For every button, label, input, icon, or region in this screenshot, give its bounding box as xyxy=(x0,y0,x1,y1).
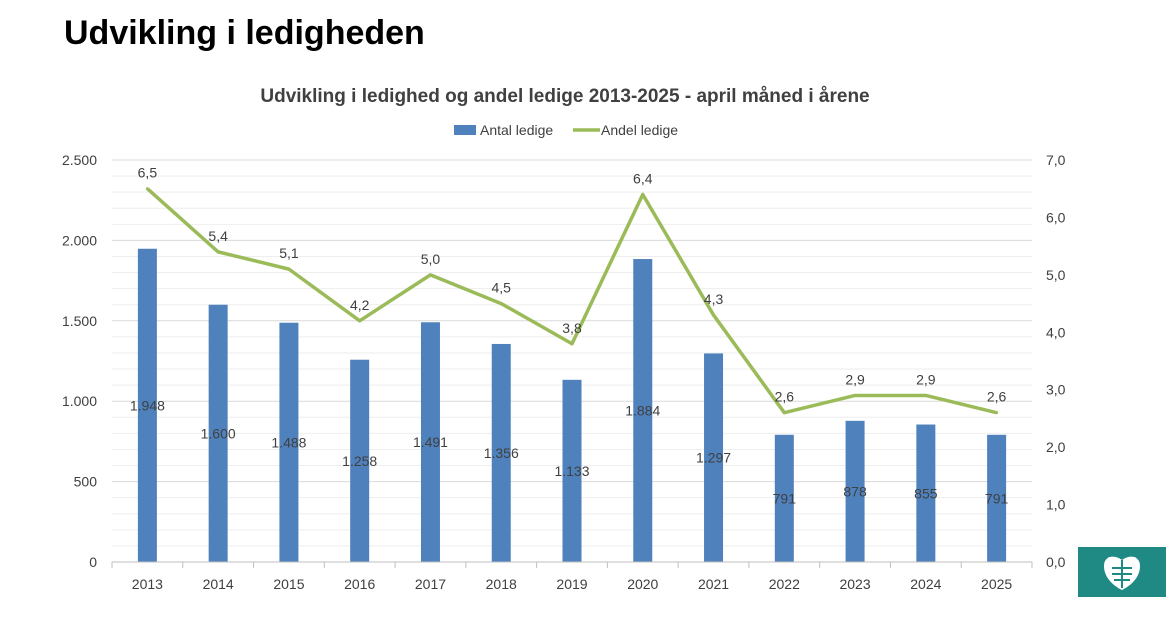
y-left-tick-label: 1.500 xyxy=(62,313,97,329)
line-data-labels: 6,5 5,4 5,1 4,2 5,0 4,5 3,8 6,4 4,3 2,6 2,9 2,9 2,6 xyxy=(138,165,1007,405)
legend: Antal ledige Andel ledige xyxy=(454,122,678,138)
x-tick-label-2014: 2014 xyxy=(203,576,234,592)
legend-label-antal-ledige: Antal ledige xyxy=(480,122,553,138)
y-right-tick-label: 4,0 xyxy=(1046,324,1066,340)
line-label-2017: 5,0 xyxy=(421,251,441,267)
x-tick-label-2019: 2019 xyxy=(556,576,587,592)
line-label-2021: 4,3 xyxy=(704,291,724,307)
bar-label-2013: 1.948 xyxy=(130,397,165,413)
line-label-2023: 2,9 xyxy=(845,371,865,387)
line-point-2021 xyxy=(712,313,716,317)
x-tick-label-2021: 2021 xyxy=(698,576,729,592)
line-point-2023 xyxy=(853,393,857,397)
y-left-tick-label: 2.500 xyxy=(62,152,97,168)
x-tick-label-2017: 2017 xyxy=(415,576,446,592)
bar-label-2022: 791 xyxy=(773,490,797,506)
bar-label-2024: 855 xyxy=(914,485,938,501)
y-right-tick-label: 0,0 xyxy=(1046,554,1066,570)
line-label-2013: 6,5 xyxy=(138,165,158,181)
slide-title: Udvikling i ledigheden xyxy=(64,14,425,52)
line-point-2022 xyxy=(782,411,786,415)
bar-label-2025: 791 xyxy=(985,490,1009,506)
line-point-2017 xyxy=(428,273,432,277)
bar-label-2016: 1.258 xyxy=(342,453,377,469)
andel-ledige-line xyxy=(146,187,998,415)
bar-label-2017: 1.491 xyxy=(413,434,448,450)
y-right-tick-label: 3,0 xyxy=(1046,382,1066,398)
bar-label-2021: 1.297 xyxy=(696,450,731,466)
logo-badge xyxy=(1078,547,1166,597)
y-right-tick-label: 7,0 xyxy=(1046,152,1066,168)
y-left-tick-label: 0 xyxy=(89,554,97,570)
bar-label-2019: 1.133 xyxy=(554,463,589,479)
x-tick-label-2015: 2015 xyxy=(273,576,304,592)
bar-2024 xyxy=(916,424,936,562)
bar-series xyxy=(137,248,1007,562)
y-right-tick-label: 6,0 xyxy=(1046,209,1066,225)
line-point-2019 xyxy=(570,342,574,346)
line-point-2020 xyxy=(641,192,645,196)
y-right-tick-label: 1,0 xyxy=(1046,497,1066,513)
line-label-2020: 6,4 xyxy=(633,170,653,186)
x-tick-label-2018: 2018 xyxy=(486,576,517,592)
y-right-tick-label: 2,0 xyxy=(1046,439,1066,455)
x-tick-label-2024: 2024 xyxy=(910,576,941,592)
bar-label-2020: 1.884 xyxy=(625,403,660,419)
bar-data-labels: 1.948 1.600 1.488 1.258 1.491 1.356 1.133 1.884… xyxy=(130,397,1009,506)
legend-swatch-antal-ledige xyxy=(454,125,476,135)
line-point-2016 xyxy=(358,319,362,323)
line-label-2014: 5,4 xyxy=(208,228,228,244)
bar-2013 xyxy=(137,248,157,562)
line-label-2019: 3,8 xyxy=(562,320,582,336)
bar-2022 xyxy=(774,434,794,562)
bar-2020 xyxy=(633,259,653,562)
line-point-2025 xyxy=(995,411,999,415)
line-point-2024 xyxy=(924,393,928,397)
legend-label-andel-ledige: Andel ledige xyxy=(601,122,678,138)
line-label-2015: 5,1 xyxy=(279,245,299,261)
line-point-2013 xyxy=(145,187,149,191)
x-tick-label-2016: 2016 xyxy=(344,576,375,592)
bar-2023 xyxy=(845,420,865,562)
municipal-crest-icon xyxy=(1104,556,1140,590)
y-right-tick-label: 5,0 xyxy=(1046,267,1066,283)
y-left-tick-label: 2.000 xyxy=(62,232,97,248)
bar-label-2014: 1.600 xyxy=(201,425,236,441)
line-series xyxy=(145,187,999,415)
bar-2018 xyxy=(491,343,511,562)
x-tick-label-2020: 2020 xyxy=(627,576,658,592)
bar-2019 xyxy=(562,379,582,562)
line-point-2015 xyxy=(287,267,291,271)
line-label-2024: 2,9 xyxy=(916,371,936,387)
y-left-tick-label: 500 xyxy=(74,474,98,490)
bar-2014 xyxy=(208,304,228,562)
line-label-2018: 4,5 xyxy=(491,280,511,296)
line-point-2014 xyxy=(216,250,220,254)
y-left-tick-label: 1.000 xyxy=(62,393,97,409)
axes: 2013 2014 2015 2016 2017 2018 2019 2020 2021 2022… xyxy=(62,152,1066,592)
bar-2017 xyxy=(420,322,440,562)
bar-2016 xyxy=(350,359,370,562)
bar-label-2015: 1.488 xyxy=(271,434,306,450)
bar-label-2023: 878 xyxy=(843,483,867,499)
line-point-2018 xyxy=(499,302,503,306)
line-label-2025: 2,6 xyxy=(987,389,1007,405)
bar-2025 xyxy=(987,434,1007,562)
x-tick-label-2023: 2023 xyxy=(839,576,870,592)
x-tick-label-2022: 2022 xyxy=(769,576,800,592)
line-label-2022: 2,6 xyxy=(775,389,795,405)
bar-2015 xyxy=(279,322,299,562)
bar-2021 xyxy=(704,353,724,562)
bar-label-2018: 1.356 xyxy=(484,445,519,461)
chart-title: Udvikling i ledighed og andel ledige 201… xyxy=(260,86,870,107)
x-tick-label-2013: 2013 xyxy=(132,576,163,592)
x-tick-label-2025: 2025 xyxy=(981,576,1012,592)
line-label-2016: 4,2 xyxy=(350,297,370,313)
